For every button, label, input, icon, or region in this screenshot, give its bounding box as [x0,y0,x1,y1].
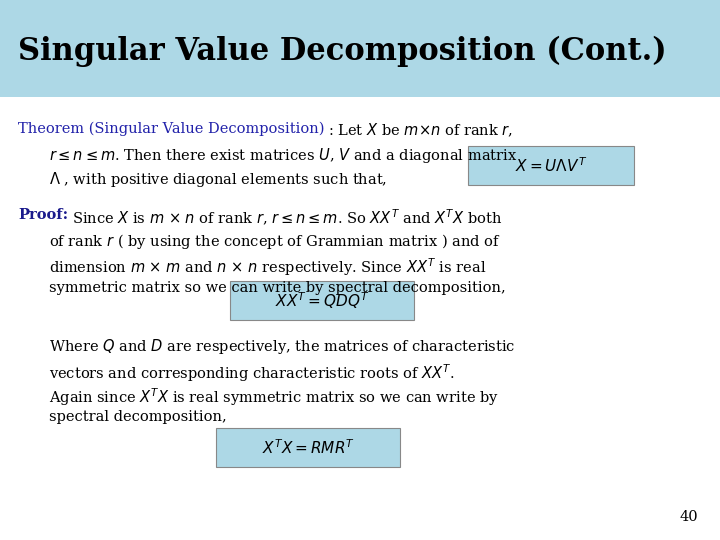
Text: $\Lambda$ , with positive diagonal elements such that,: $\Lambda$ , with positive diagonal eleme… [49,170,387,189]
Text: $X = U\Lambda V^T$: $X = U\Lambda V^T$ [515,156,587,174]
Text: Since $X$ is $m$ $\times$ $n$ of rank $r$, $r \leq n \leq m$. So $XX^T$ and $X^T: Since $X$ is $m$ $\times$ $n$ of rank $r… [72,208,502,228]
Text: 40: 40 [680,510,698,524]
Text: of rank $r$ ( by using the concept of Grammian matrix ) and of: of rank $r$ ( by using the concept of Gr… [49,232,500,251]
FancyBboxPatch shape [468,146,634,185]
Text: : Let $X$ be $m$$\times$$n$ of rank $r$,: : Let $X$ be $m$$\times$$n$ of rank $r$, [328,122,513,139]
Text: Proof:: Proof: [18,208,68,222]
Text: $r \leq n \leq m$. Then there exist matrices $U$, $V$ and a diagonal matrix: $r \leq n \leq m$. Then there exist matr… [49,146,518,165]
Bar [0,0,720,97]
Text: $X^T X = RMR^T$: $X^T X = RMR^T$ [261,438,355,457]
Text: vectors and corresponding characteristic roots of $XX^T$.: vectors and corresponding characteristic… [49,362,454,383]
FancyBboxPatch shape [230,281,414,320]
Text: Where $Q$ and $D$ are respectively, the matrices of characteristic: Where $Q$ and $D$ are respectively, the … [49,338,516,356]
Text: dimension $m$ $\times$ $m$ and $n$ $\times$ $n$ respectively. Since $XX^T$ is re: dimension $m$ $\times$ $m$ and $n$ $\tim… [49,256,486,278]
Text: spectral decomposition,: spectral decomposition, [49,410,227,424]
Text: Again since $X^TX$ is real symmetric matrix so we can write by: Again since $X^TX$ is real symmetric mat… [49,386,499,408]
Text: $XX^T = QDQ^T$: $XX^T = QDQ^T$ [275,290,370,310]
Text: symmetric matrix so we can write by spectral decomposition,: symmetric matrix so we can write by spec… [49,281,505,295]
Text: Singular Value Decomposition (Cont.): Singular Value Decomposition (Cont.) [18,36,667,67]
FancyBboxPatch shape [216,428,400,467]
Text: Theorem (Singular Value Decomposition): Theorem (Singular Value Decomposition) [18,122,325,136]
